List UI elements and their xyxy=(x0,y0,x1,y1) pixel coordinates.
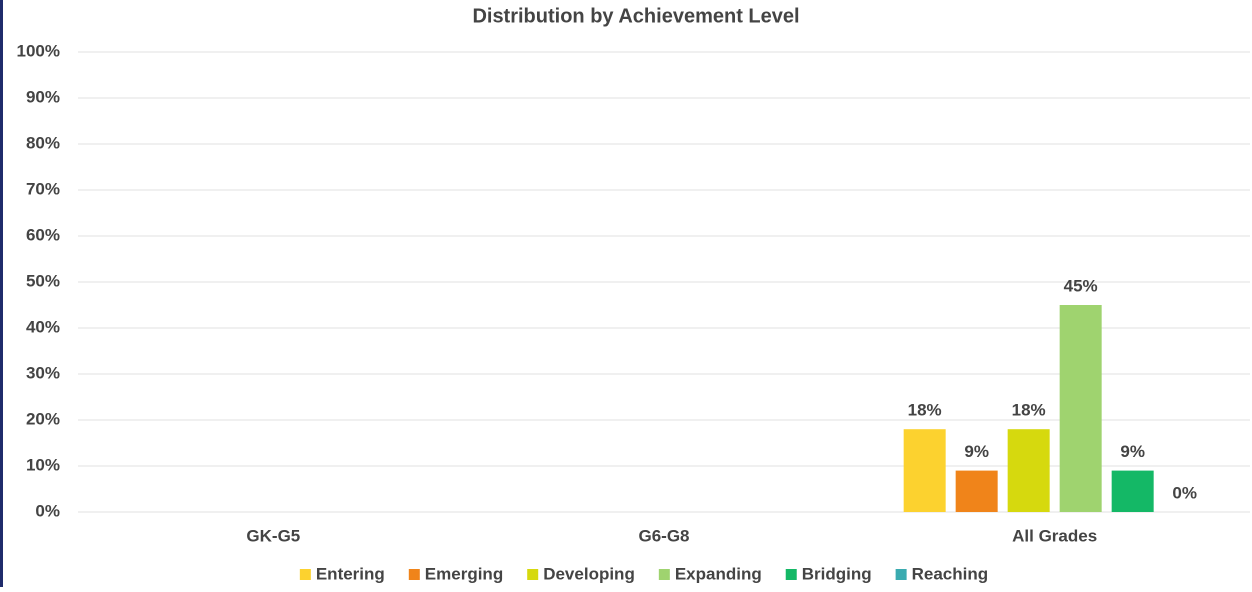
legend-item: Bridging xyxy=(785,564,872,583)
value-label: 9% xyxy=(964,442,989,461)
legend-swatch xyxy=(895,569,907,580)
value-label: 18% xyxy=(1012,401,1046,420)
legend-swatch xyxy=(658,569,670,580)
value-label: 45% xyxy=(1064,276,1098,295)
x-tick-label: G6-G8 xyxy=(638,526,689,545)
legend-label: Reaching xyxy=(912,564,989,583)
legend-swatch xyxy=(299,569,311,580)
left-border xyxy=(0,0,3,587)
chart-title: Distribution by Achievement Level xyxy=(472,5,799,27)
y-tick-label: 70% xyxy=(26,179,60,198)
legend-item: Reaching xyxy=(895,564,989,583)
y-tick-label: 80% xyxy=(26,133,60,152)
x-tick-label: GK-G5 xyxy=(246,526,300,545)
legend-item: Expanding xyxy=(658,564,762,583)
legend-swatch xyxy=(408,569,420,580)
legend-swatch xyxy=(527,569,539,580)
y-tick-label: 60% xyxy=(26,225,60,244)
legend-label: Developing xyxy=(543,564,635,583)
bar xyxy=(1111,470,1154,512)
y-tick-label: 40% xyxy=(26,317,60,336)
legend-label: Entering xyxy=(316,564,385,583)
value-label: 18% xyxy=(908,401,942,420)
bar xyxy=(955,470,998,512)
y-tick-label: 100% xyxy=(17,41,60,60)
y-tick-label: 90% xyxy=(26,87,60,106)
bar xyxy=(1059,305,1102,512)
legend-swatch xyxy=(785,569,797,580)
y-tick-label: 20% xyxy=(26,409,60,428)
bar xyxy=(1007,429,1050,512)
y-tick-label: 0% xyxy=(35,501,60,520)
bar xyxy=(903,429,946,512)
x-tick-label: All Grades xyxy=(1012,526,1097,545)
y-tick-label: 50% xyxy=(26,271,60,290)
legend-label: Emerging xyxy=(425,564,503,583)
legend-item: Emerging xyxy=(408,564,503,583)
legend-item: Entering xyxy=(299,564,385,583)
value-label: 0% xyxy=(1172,483,1197,502)
y-tick-label: 10% xyxy=(26,455,60,474)
value-label: 9% xyxy=(1120,442,1145,461)
legend-item: Developing xyxy=(527,564,635,583)
y-tick-label: 30% xyxy=(26,363,60,382)
legend-label: Bridging xyxy=(802,564,872,583)
legend-label: Expanding xyxy=(675,564,762,583)
